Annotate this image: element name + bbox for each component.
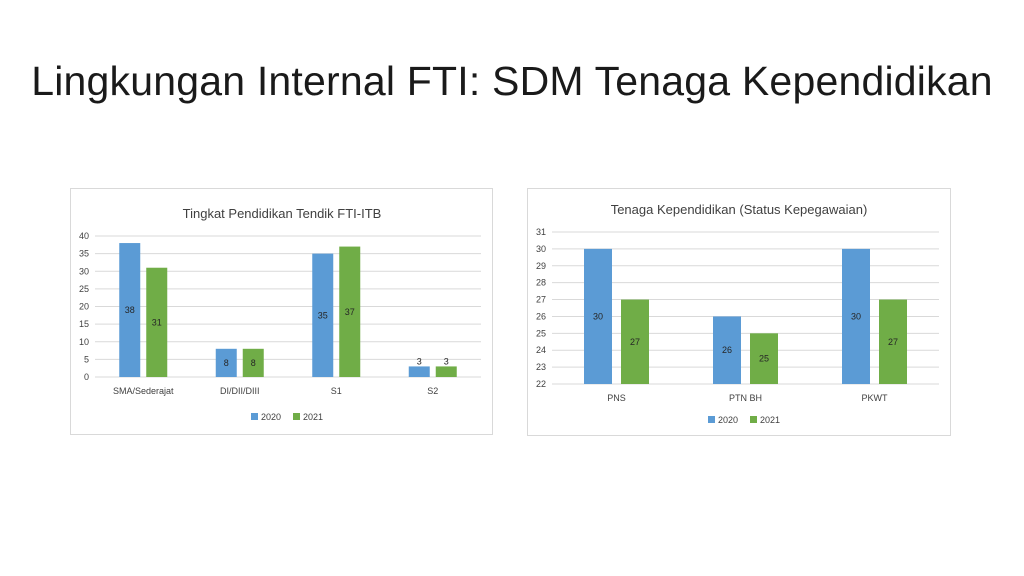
chart-title: Tingkat Pendidikan Tendik FTI-ITB: [183, 206, 382, 221]
category-label: DI/DII/DIII: [220, 386, 260, 396]
category-label: PNS: [607, 393, 626, 403]
y-tick-label: 35: [79, 249, 89, 259]
y-tick-label: 40: [79, 231, 89, 241]
y-tick-label: 28: [536, 278, 546, 288]
bar-2021-pkwt: [879, 299, 907, 384]
bar-2021-sma-sederajat: [146, 267, 168, 377]
data-label: 35: [318, 310, 328, 320]
bar-2020-sma-sederajat: [119, 243, 141, 377]
data-label: 25: [759, 354, 769, 364]
y-tick-label: 31: [536, 227, 546, 237]
data-label: 30: [593, 311, 603, 321]
bar-2020-di-dii-diii: [215, 348, 237, 377]
y-tick-label: 22: [536, 379, 546, 389]
legend-swatch-2020: [251, 413, 258, 420]
education-level-chart: Tingkat Pendidikan Tendik FTI-ITB 0 5 10 15 2…: [70, 188, 493, 435]
chart-title: Tenaga Kependidikan (Status Kepegawaian): [611, 202, 868, 217]
legend-swatch-2021: [750, 416, 757, 423]
data-label: 38: [125, 305, 135, 315]
y-tick-label: 10: [79, 337, 89, 347]
bar-2021-di-dii-diii: [242, 348, 264, 377]
bar-2021-ptn-bh: [750, 333, 778, 384]
data-label: 26: [722, 345, 732, 355]
y-tick-label: 27: [536, 295, 546, 305]
y-tick-label: 23: [536, 362, 546, 372]
employment-status-chart: Tenaga Kependidikan (Status Kepegawaian)…: [527, 188, 951, 436]
y-tick-label: 29: [536, 261, 546, 271]
data-label: 27: [630, 337, 640, 347]
bar-2020-s2: [408, 366, 430, 377]
data-label: 3: [417, 356, 422, 366]
legend-label-2020: 2020: [718, 415, 738, 425]
bar-2020-pkwt: [842, 248, 870, 384]
category-label: PTN BH: [729, 393, 762, 403]
data-label: 31: [152, 317, 162, 327]
y-tick-label: 5: [84, 354, 89, 364]
bar-2021-s2: [435, 366, 457, 377]
data-label: 8: [224, 358, 229, 368]
data-label: 8: [251, 358, 256, 368]
y-tick-label: 20: [79, 302, 89, 312]
y-tick-label: 15: [79, 319, 89, 329]
education-level-chart-svg: Tingkat Pendidikan Tendik FTI-ITB 0 5 10 15 2…: [79, 206, 481, 422]
y-tick-label: 25: [536, 328, 546, 338]
bar-2020-s1: [312, 253, 334, 377]
bar-2020-pns: [584, 248, 612, 384]
legend-swatch-2021: [293, 413, 300, 420]
y-tick-label: 30: [536, 244, 546, 254]
employment-status-chart-svg: Tenaga Kependidikan (Status Kepegawaian)…: [536, 202, 939, 425]
data-label: 27: [888, 337, 898, 347]
data-label: 30: [851, 311, 861, 321]
category-label: S1: [331, 386, 342, 396]
y-tick-label: 26: [536, 311, 546, 321]
bar-2020-ptn-bh: [713, 316, 741, 384]
legend-label-2021: 2021: [303, 412, 323, 422]
category-label: S2: [427, 386, 438, 396]
y-tick-label: 30: [79, 266, 89, 276]
slide-title: Lingkungan Internal FTI: SDM Tenaga Kepe…: [31, 58, 993, 104]
legend-label-2020: 2020: [261, 412, 281, 422]
legend-swatch-2020: [708, 416, 715, 423]
legend-label-2021: 2021: [760, 415, 780, 425]
category-label: SMA/Sederajat: [113, 386, 174, 396]
category-label: PKWT: [862, 393, 889, 403]
data-label: 3: [444, 356, 449, 366]
y-tick-label: 0: [84, 372, 89, 382]
y-tick-label: 25: [79, 284, 89, 294]
bar-2021-pns: [621, 299, 649, 384]
y-tick-label: 24: [536, 345, 546, 355]
data-label: 37: [345, 307, 355, 317]
bar-2021-s1: [339, 246, 361, 377]
